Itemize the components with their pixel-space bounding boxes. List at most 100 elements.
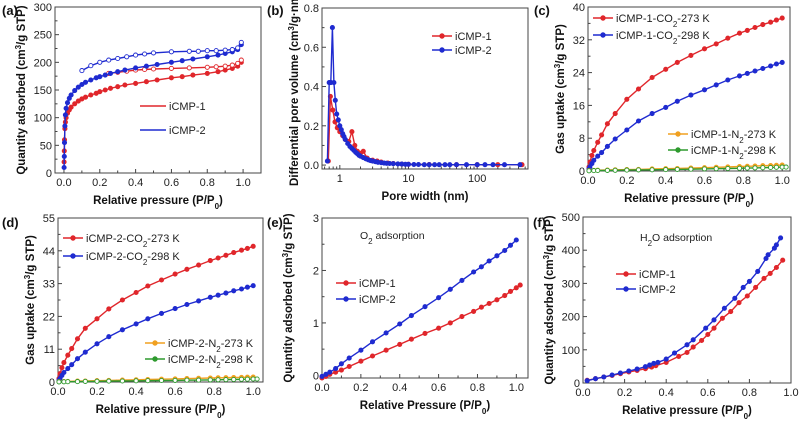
data-point: [223, 290, 229, 296]
data-point: [158, 377, 165, 384]
data-point: [478, 304, 484, 310]
y-tick-label: 0: [579, 166, 585, 178]
data-point: [612, 111, 618, 117]
series-line: [63, 61, 242, 162]
data-point: [346, 355, 352, 361]
legend-swatch-marker: [70, 235, 76, 241]
data-point: [115, 84, 121, 90]
data-point: [655, 359, 661, 365]
data-point: [736, 165, 743, 171]
x-tick-label: 0.8: [200, 177, 215, 189]
data-point: [119, 378, 125, 384]
legend: iCMP-1 iCMP-2: [616, 269, 676, 296]
data-point: [61, 369, 67, 376]
legend-label: iCMP-1: [359, 278, 396, 290]
data-point: [143, 63, 149, 69]
x-tick-label: 0.0: [580, 175, 595, 187]
y-axis-title: Quantity adsorbed (cm3/g STP): [542, 215, 557, 384]
annotation: H2O adsorption: [640, 232, 712, 248]
data-point: [595, 153, 601, 159]
data-point: [61, 153, 67, 159]
legend-swatch-marker: [152, 356, 158, 362]
data-point: [760, 65, 766, 72]
y-tick-label: 0.2: [304, 121, 319, 133]
data-point: [338, 367, 344, 373]
legend-swatch-marker: [343, 280, 349, 286]
data-point: [773, 17, 779, 23]
data-point: [436, 162, 442, 168]
data-point: [684, 349, 690, 356]
data-point: [408, 313, 414, 319]
data-point: [65, 366, 71, 372]
data-point: [204, 48, 210, 54]
x-tick-label: 0.8: [742, 387, 757, 399]
data-point: [223, 252, 229, 258]
legend-entry: iCMP-2-N2-298 K: [145, 354, 254, 370]
data-point: [649, 111, 655, 117]
data-point: [752, 68, 758, 74]
data-point: [586, 168, 592, 174]
data-point: [186, 65, 192, 71]
data-point: [486, 258, 492, 264]
x-tick-label: 0.2: [617, 387, 632, 399]
data-point: [595, 167, 601, 174]
y-tick-label: 0: [46, 168, 52, 180]
data-point: [222, 63, 228, 69]
data-point: [204, 64, 210, 70]
data-point: [773, 164, 779, 170]
data-point: [143, 79, 149, 85]
data-point: [732, 295, 738, 301]
data-point: [172, 271, 178, 277]
data-point: [688, 92, 694, 98]
data-point: [213, 48, 219, 54]
data-point: [595, 139, 601, 145]
data-point: [74, 336, 81, 342]
data-point: [68, 104, 74, 110]
legend-label: iCMP-2-CO2-298 K: [86, 251, 180, 267]
data-point: [69, 362, 75, 368]
data-point: [74, 379, 81, 385]
x-tick-label: 0.0: [575, 387, 590, 399]
legend-swatch-marker: [152, 340, 158, 346]
x-tick-label: 0.4: [658, 175, 673, 187]
data-point: [513, 237, 519, 243]
data-point: [447, 162, 453, 168]
x-tick-label: 0.8: [470, 382, 485, 394]
data-point: [494, 297, 500, 303]
data-point: [75, 98, 81, 104]
series-icmp-1: [325, 93, 525, 168]
data-point: [168, 49, 174, 55]
data-point: [119, 327, 125, 333]
data-point: [713, 82, 719, 88]
panel-a: 0 50 100 150 200 250 300 0.0 0.2 0.4 0.6 0.8 1.0 Rela…: [2, 2, 262, 211]
data-point: [674, 59, 680, 65]
data-point: [107, 70, 114, 76]
x-tick-label: 10: [402, 173, 414, 185]
data-point: [649, 74, 655, 81]
data-point: [701, 46, 708, 52]
data-point: [244, 376, 250, 382]
x-tick-label: 1.0: [783, 387, 798, 399]
data-point: [190, 56, 196, 62]
legend-label: iCMP-1-CO2-298 K: [616, 30, 710, 46]
data-point: [601, 374, 607, 380]
data-point: [75, 84, 81, 90]
data-point: [207, 258, 213, 264]
data-point: [168, 65, 174, 71]
data-point: [773, 264, 779, 271]
data-point: [88, 77, 94, 83]
x-tick-label: 0.8: [207, 386, 222, 398]
data-point: [736, 300, 742, 306]
x-axis-title: Relative pressure (P/P0): [96, 404, 226, 420]
panel-label: (c): [534, 3, 550, 18]
x-tick-label: 0.8: [736, 175, 751, 187]
data-point: [154, 61, 160, 68]
data-point: [319, 373, 325, 379]
data-point: [383, 347, 389, 353]
series-icmp-2: [584, 235, 784, 384]
data-point: [107, 85, 114, 91]
data-point: [102, 87, 108, 93]
data-point: [591, 157, 597, 163]
plot-frame: [54, 6, 262, 174]
